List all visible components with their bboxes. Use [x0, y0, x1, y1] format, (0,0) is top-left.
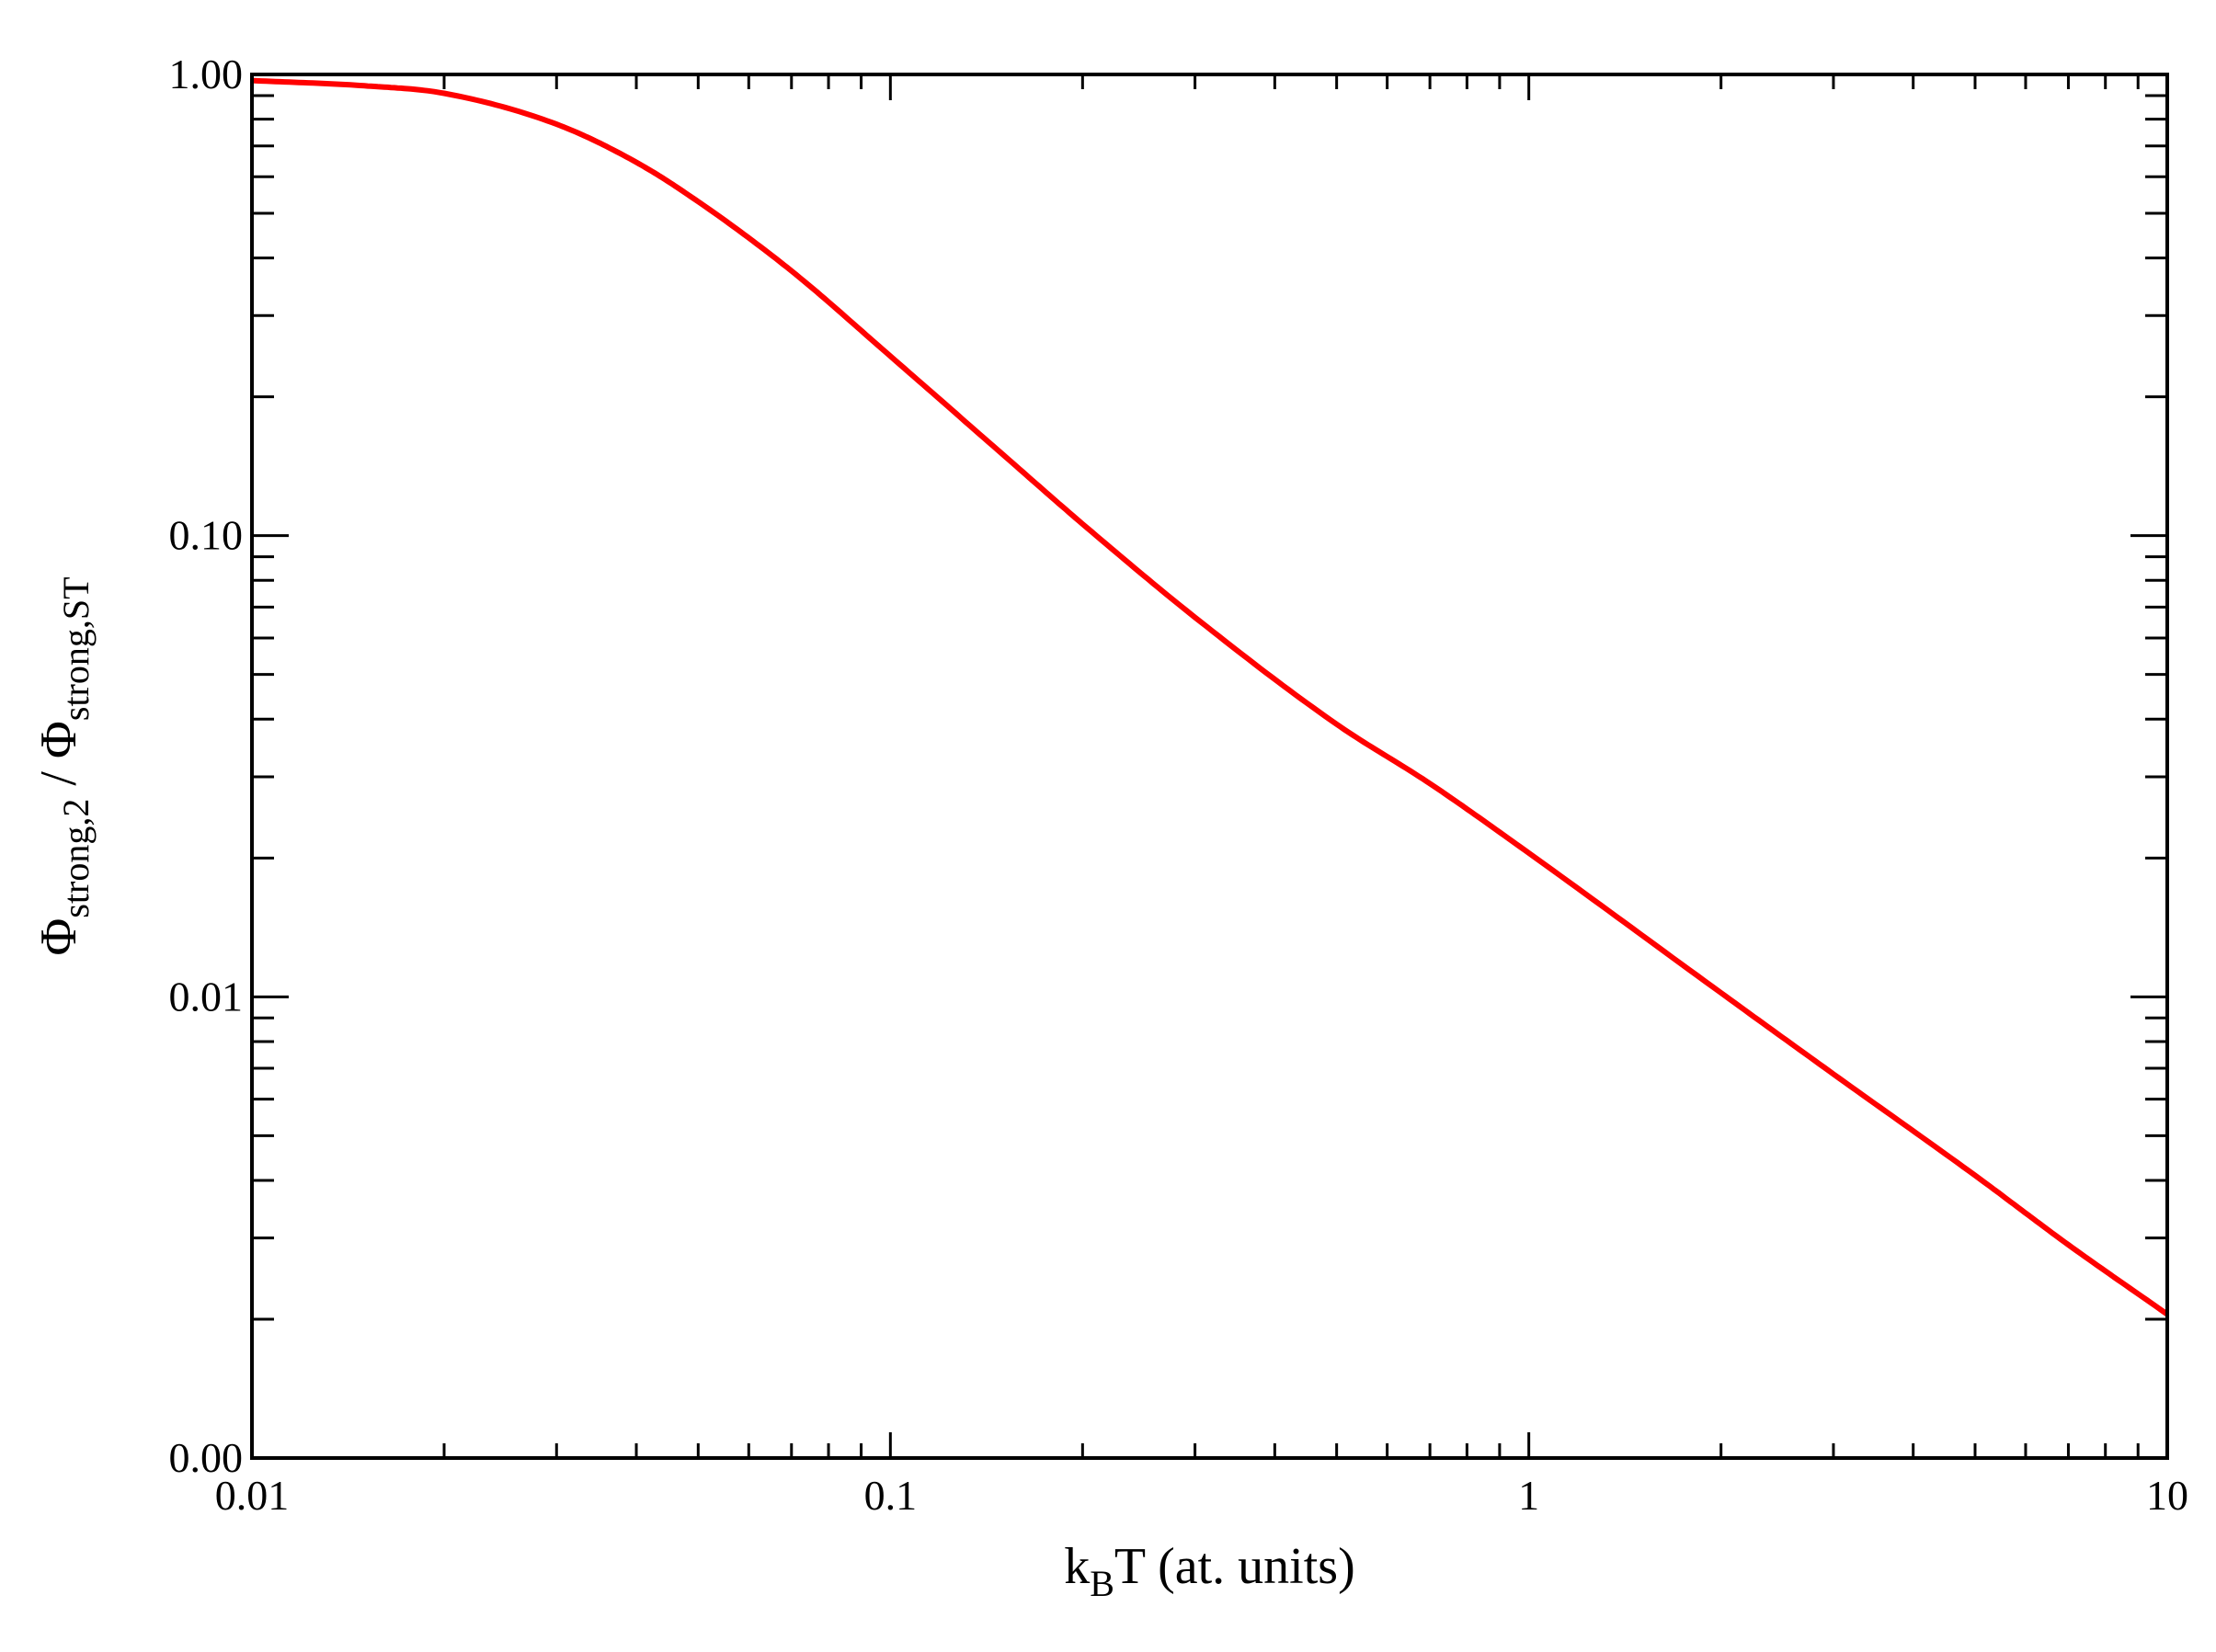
y-axis-title-symbol-2: Φ — [30, 721, 87, 758]
tick-labels-layer: 0.01 0.1 1 100.000.010.101.00 — [169, 51, 2189, 1519]
y-tick-label: 0.01 — [169, 973, 244, 1020]
y-axis-title-separator: / — [30, 758, 87, 799]
y-tick-label: 0.00 — [169, 1434, 244, 1481]
y-axis-title-symbol-1: Φ — [30, 918, 87, 956]
y-axis-title-subscript-2: strong,ST — [55, 576, 97, 721]
x-tick-label: 0.01 — [215, 1472, 290, 1519]
x-tick-label: 0.1 — [864, 1472, 918, 1519]
y-axis-title: Φstrong,2 / Φstrong,ST — [30, 576, 97, 955]
x-tick-label: 1 — [1518, 1472, 1539, 1519]
x-axis-title-subscript: B — [1090, 1563, 1114, 1604]
x-axis-title-main: k — [1064, 1538, 1090, 1595]
x-axis-title-rest: T (at. units) — [1114, 1538, 1355, 1595]
series-line — [251, 77, 2169, 1317]
plot-frame — [250, 73, 2169, 1460]
y-axis-title-subscript-1: strong,2 — [55, 799, 97, 918]
x-tick-label: 10 — [2146, 1472, 2188, 1519]
y-tick-label: 0.10 — [169, 512, 244, 559]
series-layer — [251, 77, 2169, 1317]
y-tick-label: 1.00 — [169, 51, 244, 97]
ticks-layer — [250, 73, 2169, 1460]
x-axis-title: kBT (at. units) — [1064, 1538, 1355, 1604]
